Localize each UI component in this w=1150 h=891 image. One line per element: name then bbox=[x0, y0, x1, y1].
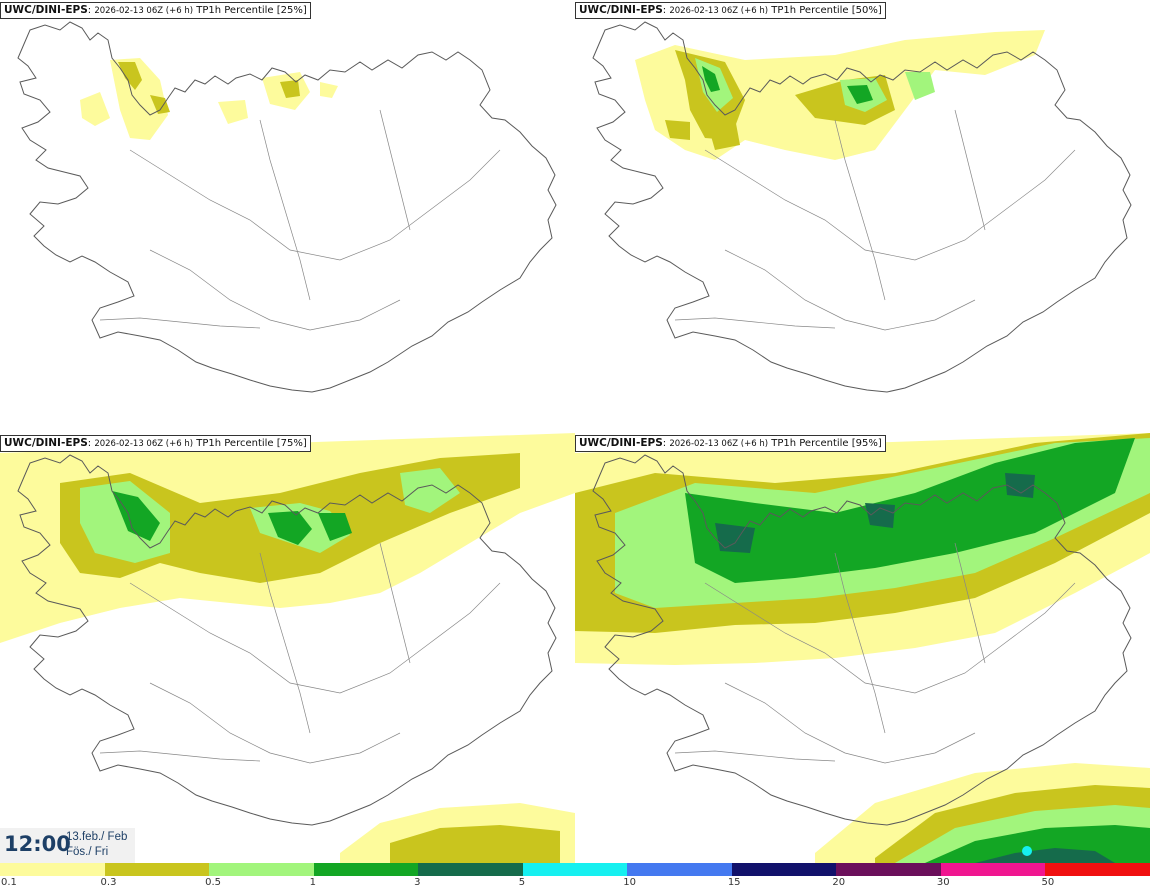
valid-time: 12:00 bbox=[4, 832, 71, 856]
model-name: UWC/DINI-EPS bbox=[579, 4, 663, 16]
legend-swatch bbox=[836, 863, 941, 876]
map-panel-p95: UWC/DINI-EPS: 2026-02-13 06Z (+6 h) TP1h… bbox=[575, 433, 1150, 863]
legend-swatch bbox=[522, 863, 628, 876]
precip-field bbox=[635, 30, 1045, 160]
field-name: TP1h Percentile [95%] bbox=[771, 438, 882, 449]
legend-swatch bbox=[627, 863, 732, 876]
legend-label: 10 bbox=[623, 877, 636, 888]
legend-swatch bbox=[313, 863, 419, 876]
legend-swatch bbox=[731, 863, 837, 876]
run-time: 2026-02-13 06Z (+6 h) bbox=[94, 6, 194, 16]
legend-swatch bbox=[209, 863, 314, 876]
legend-label: 1 bbox=[309, 877, 316, 888]
legend-label: 5 bbox=[518, 877, 526, 888]
color-legend: 0.1 0.3 0.5 1 3 5 10 15 20 30 50 bbox=[0, 863, 1150, 891]
legend-swatch bbox=[0, 863, 105, 876]
field-name: TP1h Percentile [25%] bbox=[196, 5, 307, 16]
legend-swatch bbox=[940, 863, 1046, 876]
legend-label: 30 bbox=[936, 877, 950, 888]
precip-map-p50 bbox=[592, 21, 1132, 393]
panel-title: UWC/DINI-EPS: 2026-02-13 06Z (+6 h) TP1h… bbox=[575, 435, 886, 452]
valid-day: Fös./ Fri bbox=[66, 846, 109, 858]
panel-title: UWC/DINI-EPS: 2026-02-13 06Z (+6 h) TP1h… bbox=[575, 2, 886, 19]
legend-color-bar bbox=[0, 863, 1150, 876]
model-name: UWC/DINI-EPS bbox=[4, 437, 88, 449]
run-time: 2026-02-13 06Z (+6 h) bbox=[669, 439, 769, 449]
panel-title: UWC/DINI-EPS: 2026-02-13 06Z (+6 h) TP1h… bbox=[0, 435, 311, 452]
map-panel-p50: UWC/DINI-EPS: 2026-02-13 06Z (+6 h) TP1h… bbox=[575, 0, 1150, 430]
legend-swatch bbox=[104, 863, 210, 876]
precip-map-p95 bbox=[575, 433, 1150, 863]
legend-label: 0.5 bbox=[205, 877, 221, 888]
valid-time-box: 12:00 13.feb./ Feb Fös./ Fri bbox=[0, 828, 135, 863]
precip-field bbox=[575, 433, 1150, 863]
legend-label: 50 bbox=[1041, 877, 1055, 888]
precip-map-p25 bbox=[17, 21, 557, 393]
run-time: 2026-02-13 06Z (+6 h) bbox=[94, 439, 194, 449]
legend-swatch bbox=[418, 863, 523, 876]
model-name: UWC/DINI-EPS bbox=[4, 4, 88, 16]
map-panel-p25: UWC/DINI-EPS: 2026-02-13 06Z (+6 h) TP1h… bbox=[0, 0, 575, 430]
model-name: UWC/DINI-EPS bbox=[579, 437, 663, 449]
legend-label: 0.3 bbox=[100, 877, 117, 888]
precip-field bbox=[80, 58, 338, 140]
legend-label: 20 bbox=[832, 877, 846, 888]
field-name: TP1h Percentile [75%] bbox=[196, 438, 307, 449]
map-panel-p75: UWC/DINI-EPS: 2026-02-13 06Z (+6 h) TP1h… bbox=[0, 433, 575, 863]
legend-label: 3 bbox=[414, 877, 421, 888]
precip-field bbox=[0, 433, 575, 863]
valid-date: 13.feb./ Feb bbox=[66, 831, 128, 843]
run-time: 2026-02-13 06Z (+6 h) bbox=[669, 6, 769, 16]
panel-title: UWC/DINI-EPS: 2026-02-13 06Z (+6 h) TP1h… bbox=[0, 2, 311, 19]
legend-label: 0.1 bbox=[1, 877, 17, 888]
legend-label: 15 bbox=[727, 877, 741, 888]
field-name: TP1h Percentile [50%] bbox=[771, 5, 882, 16]
legend-swatch bbox=[1045, 863, 1150, 876]
precip-map-p75 bbox=[0, 433, 575, 863]
